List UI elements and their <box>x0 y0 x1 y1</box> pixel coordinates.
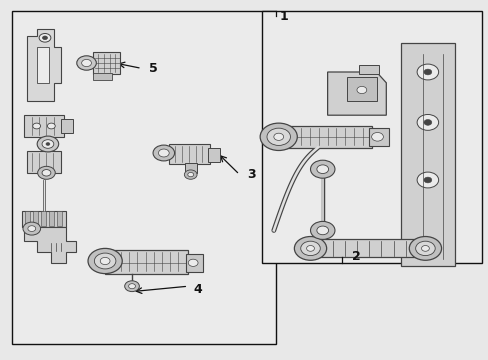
Circle shape <box>184 170 197 179</box>
Text: 3: 3 <box>246 168 255 181</box>
Circle shape <box>88 248 122 274</box>
Bar <box>25 211 30 226</box>
Text: 4: 4 <box>193 283 202 296</box>
Circle shape <box>158 149 169 157</box>
Bar <box>27 151 61 173</box>
Polygon shape <box>24 227 76 263</box>
Circle shape <box>415 241 434 256</box>
Bar <box>185 254 203 272</box>
Bar <box>346 77 376 101</box>
Circle shape <box>266 128 290 145</box>
Circle shape <box>356 86 366 94</box>
Circle shape <box>153 145 174 161</box>
Circle shape <box>316 165 328 174</box>
Circle shape <box>260 123 297 150</box>
Circle shape <box>28 226 36 231</box>
Bar <box>359 65 378 74</box>
Bar <box>184 163 196 173</box>
Circle shape <box>81 59 91 67</box>
Circle shape <box>273 133 283 140</box>
Text: 2: 2 <box>351 250 360 263</box>
Circle shape <box>316 226 328 235</box>
Bar <box>278 126 371 148</box>
Bar <box>24 115 63 137</box>
Circle shape <box>306 246 314 251</box>
Circle shape <box>42 140 54 148</box>
Circle shape <box>371 132 383 141</box>
Bar <box>400 43 454 266</box>
Circle shape <box>310 221 334 239</box>
Circle shape <box>33 123 41 129</box>
Bar <box>41 211 46 226</box>
Text: 1: 1 <box>279 10 288 23</box>
Circle shape <box>423 69 431 75</box>
Circle shape <box>423 177 431 183</box>
Bar <box>317 239 425 257</box>
Bar <box>105 250 188 274</box>
Bar <box>49 211 54 226</box>
Circle shape <box>300 241 320 256</box>
Bar <box>207 148 220 162</box>
Circle shape <box>124 281 139 292</box>
Circle shape <box>77 56 96 70</box>
Polygon shape <box>27 29 61 101</box>
Bar <box>168 144 210 164</box>
Bar <box>22 211 66 227</box>
Bar <box>12 11 276 344</box>
Circle shape <box>294 237 326 260</box>
Circle shape <box>416 64 438 80</box>
Circle shape <box>42 36 47 40</box>
Bar <box>33 211 38 226</box>
Circle shape <box>416 172 438 188</box>
Circle shape <box>416 114 438 130</box>
Circle shape <box>23 222 41 235</box>
Bar <box>93 73 112 80</box>
Polygon shape <box>37 47 49 83</box>
Circle shape <box>128 284 135 289</box>
Circle shape <box>421 246 428 251</box>
Circle shape <box>408 237 441 260</box>
Bar <box>368 128 388 146</box>
Circle shape <box>39 33 51 42</box>
Bar <box>61 119 73 133</box>
Circle shape <box>423 120 431 125</box>
Polygon shape <box>327 72 386 115</box>
Circle shape <box>310 160 334 178</box>
Bar <box>93 52 120 74</box>
Circle shape <box>37 136 59 152</box>
Circle shape <box>42 170 51 176</box>
Text: 5: 5 <box>149 62 158 75</box>
Circle shape <box>100 257 110 265</box>
Circle shape <box>46 143 50 145</box>
Bar <box>57 211 61 226</box>
Circle shape <box>94 253 116 269</box>
Circle shape <box>187 172 193 177</box>
Circle shape <box>38 166 55 179</box>
Bar <box>261 11 481 263</box>
Circle shape <box>188 259 198 266</box>
Circle shape <box>47 123 55 129</box>
